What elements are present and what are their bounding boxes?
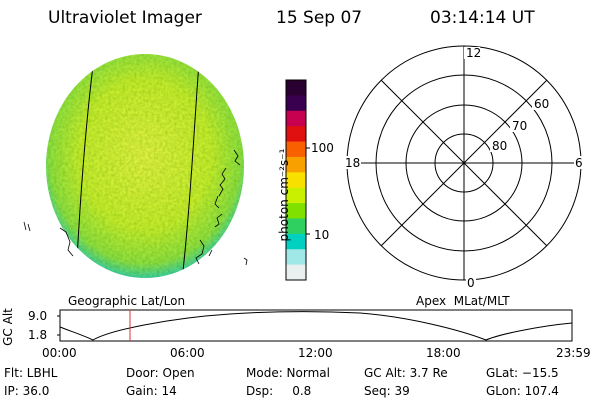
colorbar-segment — [286, 233, 306, 250]
colorbar-segment — [286, 141, 306, 158]
colorbar-segment — [286, 126, 306, 143]
mlat-label-80: 80 — [492, 139, 507, 153]
altitude-xtick-2359: 23:59 — [556, 346, 591, 360]
status-glat: GLat: −15.5 — [486, 366, 559, 380]
altitude-ytick-9: 9.0 — [28, 309, 48, 323]
apex-polar-grid — [346, 45, 582, 281]
status-glon: GLon: 107.4 — [486, 384, 559, 398]
status-dsp: Dsp: 0.8 — [246, 384, 312, 398]
status-filter: Flt: LBHL — [4, 366, 58, 380]
altitude-plot — [57, 309, 573, 342]
mlt-label-6: 6 — [575, 156, 583, 170]
uv-image-disk — [46, 54, 244, 278]
altitude-ytick-1-8: 1.8 — [28, 328, 48, 342]
mlt-label-0: 0 — [467, 276, 475, 290]
altitude-plot-frame — [59, 309, 573, 342]
meridian-line — [181, 61, 200, 278]
colorbar-segment — [286, 187, 306, 204]
colorbar-frame — [285, 79, 307, 281]
altitude-xtick-1800: 18:00 — [426, 346, 461, 360]
altitude-xtick-1200: 12:00 — [298, 346, 333, 360]
mlt-label-12: 12 — [466, 46, 481, 60]
altitude-curve — [59, 311, 573, 341]
colorbar-tick-100: 100 — [311, 141, 334, 155]
colorbar — [285, 79, 310, 281]
time-label: 03:14:14 UT — [430, 8, 535, 28]
colorbar-segment — [286, 110, 306, 127]
status-gain: Gain: 14 — [126, 384, 177, 398]
colorbar-segment — [286, 203, 306, 219]
altitude-ylabel: GC Alt — [1, 308, 15, 346]
instrument-title: Ultraviolet Imager — [48, 8, 202, 28]
colorbar-segment — [286, 95, 306, 112]
mlat-label-60: 60 — [534, 97, 549, 111]
colorbar-label: photon cm⁻²s⁻¹ — [277, 148, 291, 242]
colorbar-segment — [286, 80, 306, 96]
altitude-xtick-0000: 00:00 — [42, 346, 77, 360]
mlt-label-18: 18 — [345, 156, 360, 170]
colorbar-segment — [286, 249, 306, 266]
colorbar-segment — [286, 156, 306, 173]
coastline — [23, 149, 248, 266]
mlat-label-70: 70 — [512, 119, 527, 133]
colorbar-tick-10: 10 — [314, 228, 330, 242]
colorbar-segment — [286, 218, 306, 235]
polar-diagonal — [380, 79, 548, 247]
status-mode: Mode: Normal — [246, 366, 330, 380]
status-door: Door: Open — [126, 366, 195, 380]
status-seq: Seq: 39 — [364, 384, 410, 398]
colorbar-segment — [286, 172, 306, 189]
geographic-map — [23, 54, 248, 278]
status-ip: IP: 36.0 — [4, 384, 50, 398]
date-label: 15 Sep 07 — [276, 8, 363, 28]
colorbar-segment — [286, 264, 306, 281]
geographic-map-label: Geographic Lat/Lon — [68, 294, 186, 308]
status-gc-alt: GC Alt: 3.7 Re — [364, 366, 448, 380]
altitude-xtick-0600: 06:00 — [170, 346, 205, 360]
apex-map-label: Apex MLat/MLT — [416, 294, 510, 308]
